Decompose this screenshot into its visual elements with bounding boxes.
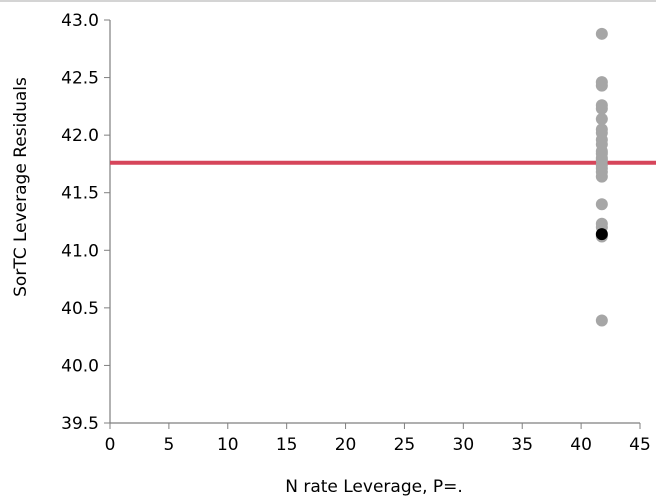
data-point[interactable] [595,170,608,183]
x-tick-label: 30 [453,435,475,455]
data-point[interactable] [595,102,608,115]
x-tick-label: 45 [629,435,651,455]
x-tick-label: 25 [394,435,416,455]
y-tick-label: 41.0 [61,241,99,261]
y-tick-label: 42.5 [61,69,99,89]
y-tick-label: 40.5 [61,299,99,319]
x-axis-ticks: 0 5 10 15 20 25 30 35 40 45 [105,423,651,455]
x-tick-label: 0 [105,435,116,455]
x-tick-label: 10 [217,435,239,455]
x-tick-label: 40 [570,435,592,455]
y-tick-label: 40.0 [61,356,99,376]
x-tick-label: 5 [163,435,174,455]
x-axis-label: N rate Leverage, P=. [285,477,463,497]
y-tick-label: 43.0 [61,11,99,31]
highlighted-data-point[interactable] [595,228,608,241]
data-point[interactable] [595,314,608,327]
data-point[interactable] [595,27,608,40]
y-tick-label: 41.5 [61,184,99,204]
data-point[interactable] [595,79,608,92]
y-axis-label: SorTC Leverage Residuals [11,77,31,297]
data-point[interactable] [595,113,608,126]
x-tick-label: 20 [335,435,357,455]
x-tick-label: 35 [511,435,533,455]
data-point[interactable] [595,198,608,211]
plot-frame [109,20,640,424]
points-group [595,27,608,327]
y-tick-label: 39.5 [61,414,99,434]
y-axis-ticks: 39.5 40.0 40.5 41.0 41.5 42.0 42.5 43.0 [61,11,110,434]
y-tick-label: 42.0 [61,126,99,146]
x-tick-label: 15 [276,435,298,455]
